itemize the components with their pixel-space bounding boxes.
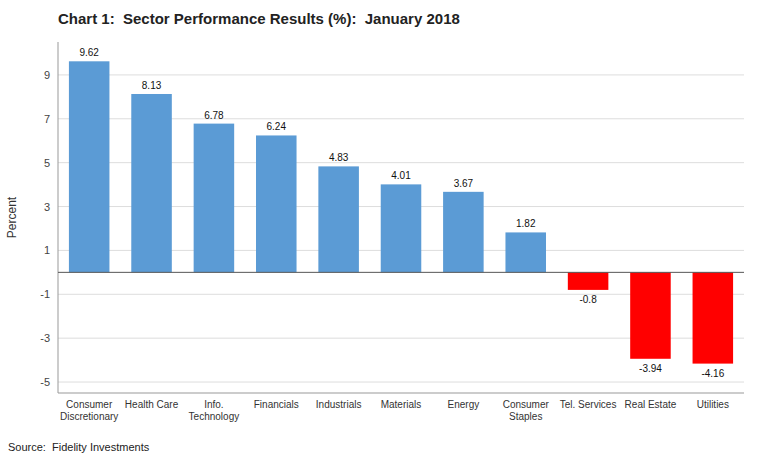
x-tick-label: Health Care: [125, 399, 179, 410]
data-label: 4.01: [391, 170, 411, 181]
bar: [443, 192, 484, 273]
y-tick-label: 5: [44, 157, 50, 169]
data-label: 1.82: [516, 218, 536, 229]
x-tick-label: ConsumerStaples: [503, 399, 550, 422]
source-note: Source: Fidelity Investments: [8, 441, 150, 453]
bar: [381, 184, 422, 272]
grid-line: [58, 382, 744, 383]
data-label: 3.67: [454, 178, 474, 189]
data-label: -3.94: [639, 363, 662, 374]
x-tick-label: Industrials: [316, 399, 362, 410]
bar: [693, 272, 734, 363]
bar: [505, 232, 546, 272]
bar: [318, 166, 359, 272]
x-tick-label: Tel. Services: [560, 399, 617, 410]
title: Chart 1: Sector Performance Results (%):…: [58, 10, 460, 27]
bar: [568, 272, 609, 290]
y-tick-label: -3: [40, 332, 50, 344]
y-axis-label: Percent: [5, 196, 19, 238]
y-tick-label: -5: [40, 376, 50, 388]
grid-line: [58, 74, 744, 75]
x-tick-label: Materials: [381, 399, 422, 410]
bar: [131, 94, 172, 272]
x-tick-label: Real Estate: [625, 399, 677, 410]
data-label: 6.24: [267, 121, 287, 132]
zero-line: [58, 272, 744, 273]
x-tick-label: Financials: [254, 399, 299, 410]
x-tick-label: ConsumerDiscretionary: [60, 399, 118, 422]
data-label: 8.13: [142, 80, 162, 91]
x-axis-line: [58, 393, 744, 394]
y-tick-label: 9: [44, 69, 50, 81]
y-tick-label: -1: [40, 288, 50, 300]
bar: [69, 61, 110, 272]
data-label: -0.8: [579, 294, 597, 305]
x-tick-label: Utilities: [697, 399, 729, 410]
data-label: -4.16: [701, 368, 724, 379]
data-label: 9.62: [79, 47, 99, 58]
bars: [69, 61, 733, 363]
y-tick-label: 1: [44, 244, 50, 256]
x-tick-label: Info.Technology: [189, 399, 240, 422]
chart: Chart 1: Sector Performance Results (%):…: [0, 0, 760, 459]
y-tick-label: 7: [44, 113, 50, 125]
bar: [194, 124, 235, 273]
x-tick-label: Energy: [448, 399, 480, 410]
data-label: 4.83: [329, 152, 349, 163]
y-axis-line: [58, 42, 59, 393]
data-label: 6.78: [204, 110, 224, 121]
bar: [256, 135, 297, 272]
y-tick-label: 3: [44, 201, 50, 213]
bar: [630, 272, 671, 358]
